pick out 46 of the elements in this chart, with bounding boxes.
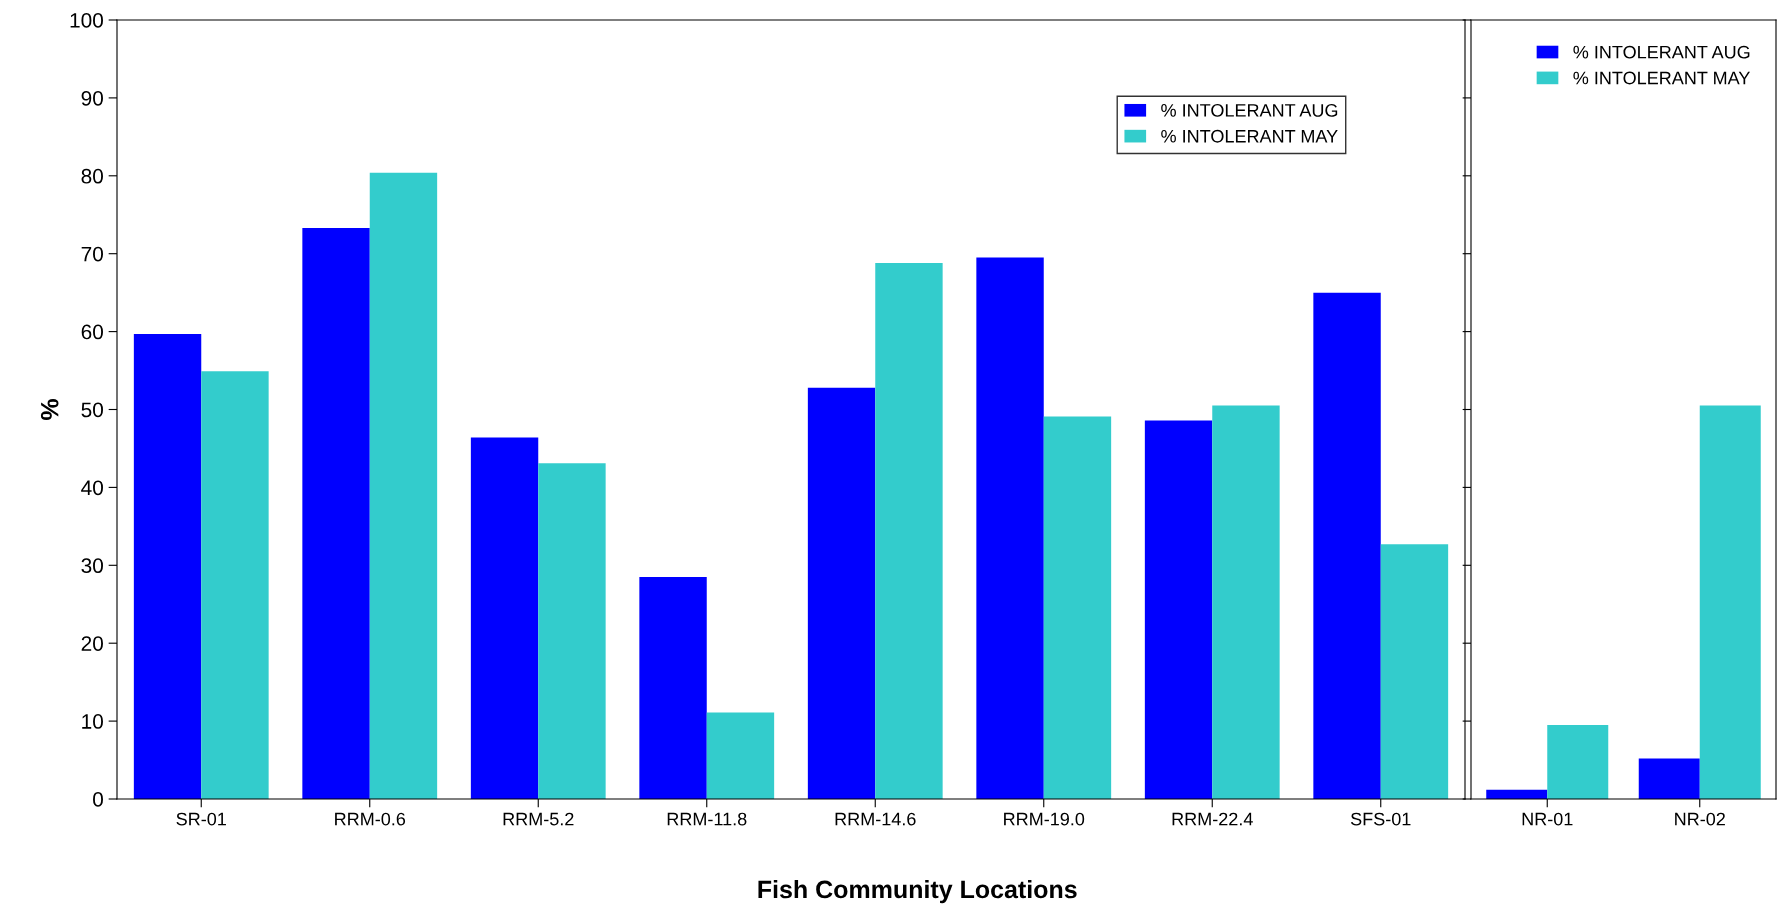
y-tick-label: 70 <box>81 246 103 262</box>
bar <box>1380 544 1449 799</box>
bar <box>302 227 370 799</box>
bar <box>1144 420 1213 799</box>
x-tick-label: NR-01 <box>1522 812 1573 826</box>
x-tick-label: RRM-19.0 <box>1004 812 1085 826</box>
x-tick-label: SFS-01 <box>1350 812 1411 826</box>
bar <box>369 172 438 799</box>
bar <box>133 333 202 799</box>
y-tick-label: 50 <box>81 402 103 418</box>
x-tick-label: NR-02 <box>1675 812 1725 826</box>
x-tick-label: SR-01 <box>176 812 226 826</box>
bar <box>1699 405 1761 799</box>
bar <box>1043 416 1112 799</box>
x-tick-label: RRM-22.4 <box>1172 812 1253 826</box>
y-tick-label: 20 <box>81 636 103 651</box>
bar <box>875 263 943 799</box>
y-axis-title: % <box>40 399 59 420</box>
bar <box>807 387 876 799</box>
y-tick-label: 0 <box>93 792 103 807</box>
x-tick-label: RRM-11.8 <box>667 812 747 826</box>
x-tick-label: RRM-14.6 <box>835 812 916 826</box>
bar <box>1212 405 1280 799</box>
y-tick-label: 30 <box>81 558 103 574</box>
y-tick-label: 40 <box>81 480 103 496</box>
bar <box>538 463 606 799</box>
x-tick-label: RRM-5.2 <box>503 812 574 826</box>
bar <box>706 712 775 799</box>
y-tick-label: 80 <box>81 168 103 184</box>
x-axis-title: Fish Community Locations <box>758 879 1077 904</box>
legend-label: % INTOLERANT MAY <box>1573 71 1750 85</box>
y-tick-label: 90 <box>81 90 103 106</box>
y-tick-label: 100 <box>70 13 103 28</box>
bar <box>1638 758 1700 799</box>
bar <box>1547 725 1609 799</box>
bar <box>639 576 707 799</box>
legend-label: % INTOLERANT MAY <box>1161 129 1338 143</box>
legend-label: % INTOLERANT AUG <box>1161 104 1338 117</box>
legend-label: % INTOLERANT AUG <box>1573 45 1750 59</box>
bar <box>201 371 269 799</box>
y-tick-label: 10 <box>82 714 103 729</box>
bar <box>976 257 1044 799</box>
y-tick-label: 60 <box>81 324 103 340</box>
bar <box>1313 292 1381 799</box>
bar <box>470 437 539 799</box>
x-tick-label: RRM-0.6 <box>335 812 406 826</box>
